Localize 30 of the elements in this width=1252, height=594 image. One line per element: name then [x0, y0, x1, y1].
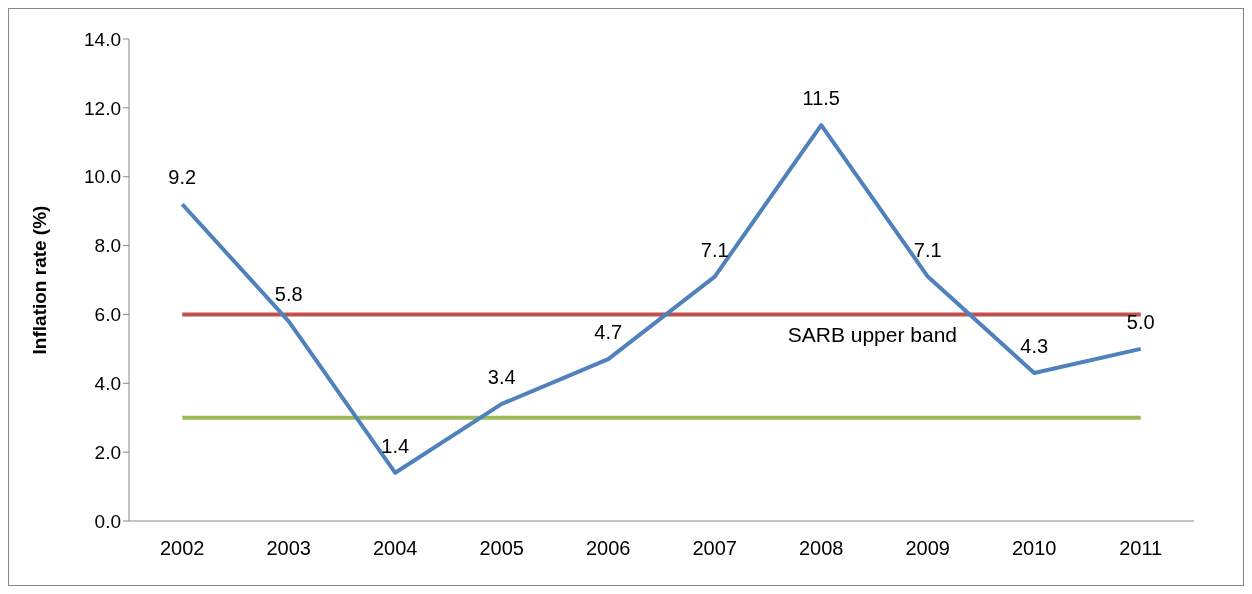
y-tick-label: 14.0: [84, 28, 121, 50]
y-tick-label: 2.0: [94, 441, 121, 463]
data-label: 4.3: [1020, 334, 1049, 357]
x-tick-label: 2005: [479, 537, 524, 560]
x-tick-label: 2009: [905, 537, 950, 560]
y-axis-title: Inflation rate (%): [28, 205, 50, 355]
x-tick-label: 2004: [373, 537, 418, 560]
y-tick-label: 12.0: [84, 97, 121, 119]
data-label: 9.2: [168, 166, 197, 189]
x-tick-label: 2010: [1012, 537, 1057, 560]
y-tick-label: 8.0: [94, 235, 121, 257]
x-tick-label: 2007: [692, 537, 737, 560]
y-tick-label: 6.0: [94, 304, 121, 326]
x-tick-label: 2003: [266, 537, 311, 560]
data-label: 5.0: [1126, 310, 1155, 333]
data-label: 11.5: [802, 87, 840, 110]
data-label: 7.1: [913, 238, 942, 261]
data-label: 7.1: [700, 238, 729, 261]
data-label: 4.7: [594, 321, 623, 344]
x-tick-label: 2008: [799, 537, 844, 560]
x-tick-label: 2006: [586, 537, 631, 560]
ref-line-label: SARB upper band: [787, 323, 958, 347]
data-label: 1.4: [381, 434, 410, 457]
y-tick-label: 4.0: [94, 373, 121, 395]
x-tick-label: 2002: [160, 537, 205, 560]
data-label: 3.4: [487, 365, 516, 388]
data-label: 5.8: [274, 283, 303, 306]
x-tick-label: 2011: [1119, 537, 1163, 560]
y-tick-label: 10.0: [84, 166, 121, 188]
y-tick-label: 0.0: [94, 510, 121, 532]
